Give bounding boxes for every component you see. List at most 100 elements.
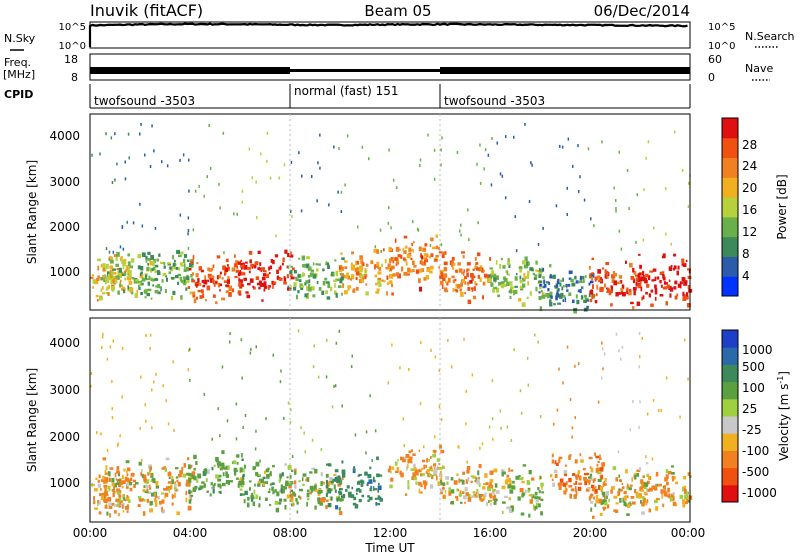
power-cell-554: [310, 269, 315, 273]
log-tick-left-low: 10^0: [59, 41, 86, 52]
velocity-cell-897: [479, 446, 481, 450]
power-cell-968: [488, 274, 492, 277]
velocity-cell-1087: [603, 480, 606, 484]
power-cell-12: [96, 298, 99, 302]
velocity-cell-1013: [601, 464, 604, 469]
velocity-cell-879: [442, 495, 445, 499]
velocity-cell-543: [329, 476, 333, 482]
velocity-cell-1024: [551, 459, 555, 464]
power-cell-754: [442, 276, 446, 281]
power-cell-469: [246, 294, 251, 299]
power-cell-914: [441, 136, 443, 140]
power-cell-1048: [538, 274, 542, 278]
power-cell-343: [202, 293, 205, 299]
freq-band-1: [90, 67, 290, 74]
power-cell-144: [108, 258, 110, 261]
power-cell-920: [535, 260, 538, 265]
power-cell-77: [110, 136, 113, 140]
power-cell-96: [134, 293, 138, 298]
velocity-cell-260: [176, 479, 179, 483]
velocity-cell-273: [167, 422, 170, 426]
velocity-cell-743: [438, 473, 443, 477]
velocity-cell-840: [466, 493, 470, 496]
power-cell-1213: [605, 271, 609, 275]
power-cell-558: [312, 274, 317, 279]
power-cell-1175: [591, 294, 594, 299]
power-cell-492: [278, 176, 280, 180]
power-cell-772: [438, 251, 443, 254]
velocity-cell-1279: [665, 482, 669, 486]
velocity-cell-752: [430, 465, 433, 470]
velocity-cell-1204: [617, 490, 621, 496]
velocity-cell-184: [187, 483, 190, 487]
velocity-cell-1112: [562, 381, 564, 385]
velocity-cell-265: [174, 492, 176, 497]
power-cell-692: [389, 280, 393, 284]
power-cell-1321: [670, 242, 672, 246]
power-cell-794: [426, 268, 431, 273]
velocity-colorbar-frame: [721, 329, 739, 503]
power-cell-899: [476, 267, 480, 271]
power-cell-720: [435, 245, 438, 250]
velocity-cell-1126: [603, 507, 606, 511]
velocity-cell-422: [268, 488, 271, 491]
power-cell-615: [339, 264, 342, 267]
power-cell-540: [341, 257, 345, 261]
power-cell-856: [483, 273, 488, 278]
power-cell-1003: [497, 294, 501, 298]
velocity-cell-555: [337, 483, 342, 487]
velocity-cell-695: [371, 459, 373, 462]
nsky-label: N.Sky: [4, 32, 36, 45]
velocity-cell-1128: [602, 482, 605, 487]
velocity-cell-131: [154, 492, 156, 496]
power-cell-676: [355, 276, 358, 280]
velocity-cell-993: [532, 504, 535, 510]
velocity-cell-941: [527, 487, 531, 491]
velocity-cell-668: [326, 463, 329, 466]
velocity-cell-784: [407, 480, 410, 485]
power-cell-244: [178, 254, 182, 258]
power-cell-984: [529, 267, 534, 271]
power-cell-108: [128, 273, 132, 278]
power-cell-1016: [487, 153, 490, 157]
velocity-cell-991: [510, 505, 514, 509]
velocity-cell-590: [304, 450, 306, 454]
power-ytick-1000: 1000: [49, 265, 80, 279]
velocity-cell-1155: [637, 494, 642, 499]
velocity-cell-1018: [585, 488, 590, 492]
velocity-cell-1147: [621, 486, 625, 489]
power-cell-1098: [568, 277, 572, 280]
velocity-cell-602: [367, 499, 370, 502]
power-cell-477: [258, 286, 261, 290]
velocity-cell-988: [515, 475, 520, 480]
velocity-cell-970: [522, 464, 527, 467]
velocity-cell-861: [480, 494, 484, 497]
velocity-cell-606: [346, 485, 350, 489]
power-cell-217: [145, 274, 147, 280]
power-cell-1274: [682, 291, 685, 297]
velocity-cell-33: [118, 497, 122, 502]
velocity-cell-730: [397, 459, 399, 462]
velocity-cell-1227: [658, 483, 662, 487]
power-cell-452: [248, 250, 253, 255]
vel-cbar-tick-500: 500: [742, 360, 765, 374]
velocity-cell-521: [320, 472, 324, 477]
power-cell-1: [92, 286, 94, 289]
power-cell-732: [423, 277, 427, 281]
velocity-cell-1065: [599, 454, 601, 459]
power-cell-76: [114, 178, 116, 182]
velocity-cell-1290: [671, 495, 675, 501]
power-cell-1173: [607, 288, 610, 293]
power-cell-10: [107, 292, 110, 296]
velocity-cell-622: [360, 483, 364, 487]
velocity-cell-1091: [550, 474, 553, 478]
power-cell-802: [395, 186, 398, 190]
velocity-cell-402: [291, 481, 295, 485]
power-cell-1255: [642, 270, 645, 276]
power-cell-185: [144, 153, 146, 157]
power-cell-478: [238, 281, 241, 287]
velocity-cell-382: [240, 338, 243, 342]
power-cell-294: [188, 268, 192, 271]
log-tick-right-high: 10^5: [708, 22, 735, 33]
